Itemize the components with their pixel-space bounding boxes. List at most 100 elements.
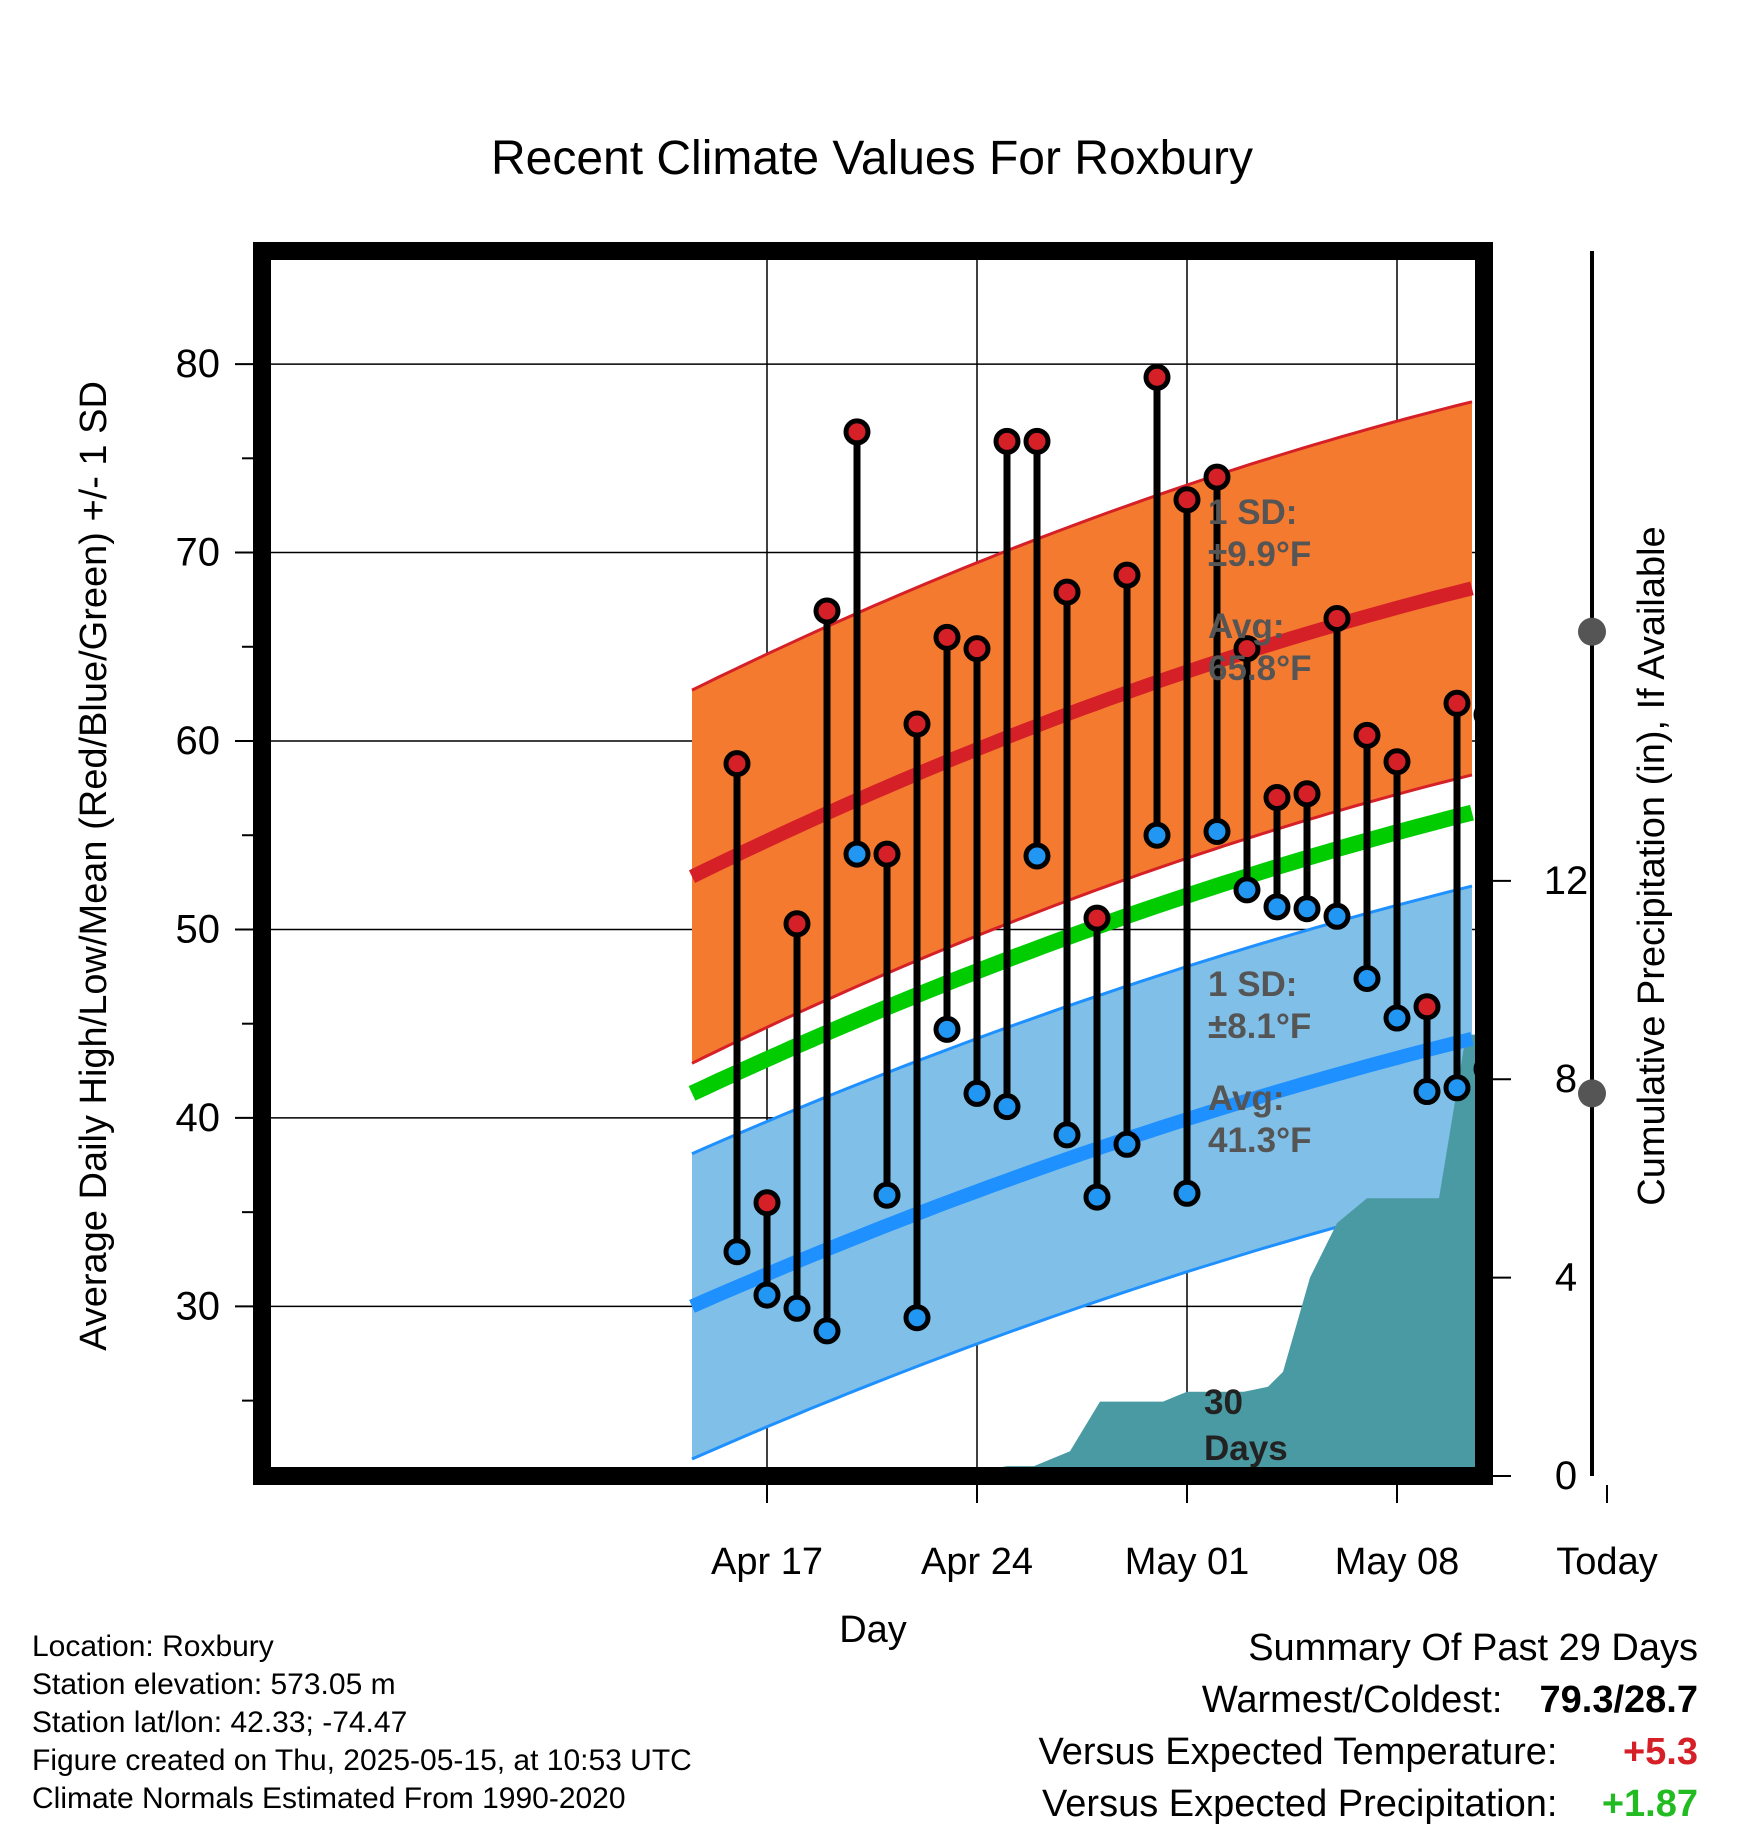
low-sd-value: ±8.1°F (1208, 1007, 1311, 1046)
summary-title: Summary Of Past 29 Days (1039, 1622, 1698, 1674)
y2-tick-label: 0 (1555, 1454, 1577, 1498)
x-tick-label: May 01 (1125, 1541, 1250, 1583)
summary-warmest-row: Warmest/Coldest: 79.3/28.7 (1039, 1674, 1698, 1726)
y-tick-label: 50 (176, 907, 221, 951)
daily-low-marker (996, 1096, 1018, 1118)
y-tick-label: 30 (176, 1284, 221, 1328)
daily-low-marker (876, 1184, 898, 1206)
precip-label: Versus Expected Precipitation: (1042, 1783, 1557, 1825)
daily-high-marker (1536, 474, 1558, 496)
warmest-coldest-value: 79.3/28.7 (1513, 1674, 1698, 1726)
daily-high-marker (846, 421, 868, 443)
daily-high-marker (1266, 787, 1288, 809)
daily-low-marker (726, 1241, 748, 1263)
today-low-avg-marker (1578, 1079, 1606, 1107)
daily-low-marker (906, 1307, 928, 1329)
daily-high-marker (996, 430, 1018, 452)
elevation-text: Station elevation: 573.05 m (32, 1666, 692, 1704)
daily-low-marker (1266, 896, 1288, 918)
daily-low-marker (1446, 1077, 1468, 1099)
x-tick-label: Apr 24 (921, 1541, 1033, 1583)
y2-tick-label: 12 (1544, 859, 1589, 903)
location-text: Location: Roxbury (32, 1628, 692, 1666)
temp-label: Versus Expected Temperature: (1039, 1731, 1558, 1773)
daily-high-marker (876, 843, 898, 865)
daily-high-marker (1206, 466, 1228, 488)
station-info: Location: Roxbury Station elevation: 573… (32, 1628, 692, 1818)
daily-low-marker (966, 1082, 988, 1104)
y-tick-label: 40 (176, 1096, 221, 1140)
summary-panel: Summary Of Past 29 Days Warmest/Coldest:… (1039, 1622, 1698, 1830)
daily-low-marker (936, 1018, 958, 1040)
daily-low-marker (1326, 905, 1348, 927)
daily-high-marker (1026, 430, 1048, 452)
low-sd-label: 1 SD: (1208, 965, 1297, 1004)
daily-low-marker (846, 843, 868, 865)
daily-high-marker (756, 1192, 778, 1214)
daily-low-marker (1386, 1007, 1408, 1029)
daily-high-marker (1326, 608, 1348, 630)
days-label-number: 30 (1204, 1383, 1243, 1422)
daily-low-marker (1176, 1182, 1198, 1204)
today-high-avg-marker (1578, 618, 1606, 646)
warmest-coldest-label: Warmest/Coldest: (1202, 1679, 1503, 1721)
summary-temp-row: Versus Expected Temperature: +5.3 (1039, 1726, 1698, 1778)
y-tick-label: 70 (176, 531, 221, 575)
daily-low-marker (1296, 898, 1318, 920)
daily-high-marker (1416, 996, 1438, 1018)
daily-high-marker (1356, 724, 1378, 746)
created-text: Figure created on Thu, 2025-05-15, at 10… (32, 1742, 692, 1780)
y-axis-label: Average Daily High/Low/Mean (Red/Blue/Gr… (73, 381, 115, 1351)
daily-high-marker (1146, 366, 1168, 388)
temp-value: +5.3 (1568, 1726, 1698, 1778)
daily-low-marker (1056, 1124, 1078, 1146)
daily-low-marker (1416, 1081, 1438, 1103)
daily-high-marker (1566, 736, 1588, 758)
daily-low-marker (756, 1284, 778, 1306)
daily-low-marker (1116, 1133, 1138, 1155)
chart-title: Recent Climate Values For Roxbury (491, 132, 1253, 185)
x-tick-label: Today (1556, 1541, 1657, 1583)
high-avg-label: Avg: (1208, 607, 1284, 646)
high-sd-value: ±9.9°F (1208, 535, 1311, 574)
daily-low-marker (1506, 1171, 1528, 1193)
x-axis-label: Day (839, 1609, 907, 1651)
low-avg-value: 41.3°F (1208, 1121, 1312, 1160)
daily-low-marker (1566, 834, 1588, 856)
daily-low-marker (1356, 967, 1378, 989)
daily-low-marker (786, 1297, 808, 1319)
precip-value: +1.87 (1568, 1778, 1698, 1830)
summary-precip-row: Versus Expected Precipitation: +1.87 (1039, 1778, 1698, 1830)
daily-high-marker (1446, 692, 1468, 714)
daily-high-marker (1296, 783, 1318, 805)
daily-low-marker (1206, 820, 1228, 842)
daily-low-marker (1026, 845, 1048, 867)
daily-high-marker (906, 713, 928, 735)
latlon-text: Station lat/lon: 42.33; -74.47 (32, 1704, 692, 1742)
daily-high-marker (936, 626, 958, 648)
daily-high-marker (1056, 581, 1078, 603)
x-tick-label: Apr 17 (711, 1541, 823, 1583)
y2-tick-label: 4 (1555, 1256, 1577, 1300)
high-avg-value: 65.8°F (1208, 649, 1312, 688)
daily-low-marker (1236, 879, 1258, 901)
low-avg-label: Avg: (1208, 1079, 1284, 1118)
y2-tick-label: 8 (1555, 1057, 1577, 1101)
daily-high-marker (966, 638, 988, 660)
daily-high-marker (786, 913, 808, 935)
daily-high-marker (1086, 907, 1108, 929)
daily-high-marker (1386, 751, 1408, 773)
daily-low-marker (1146, 824, 1168, 846)
high-sd-label: 1 SD: (1208, 493, 1297, 532)
x-tick-label: May 08 (1335, 1541, 1460, 1583)
daily-high-marker (1116, 564, 1138, 586)
daily-high-marker (1176, 489, 1198, 511)
daily-low-marker (1086, 1186, 1108, 1208)
normals-text: Climate Normals Estimated From 1990-2020 (32, 1780, 692, 1818)
daily-high-marker (726, 753, 748, 775)
days-label-word: Days (1204, 1429, 1288, 1468)
daily-high-marker (1506, 438, 1528, 460)
daily-low-marker (816, 1320, 838, 1342)
